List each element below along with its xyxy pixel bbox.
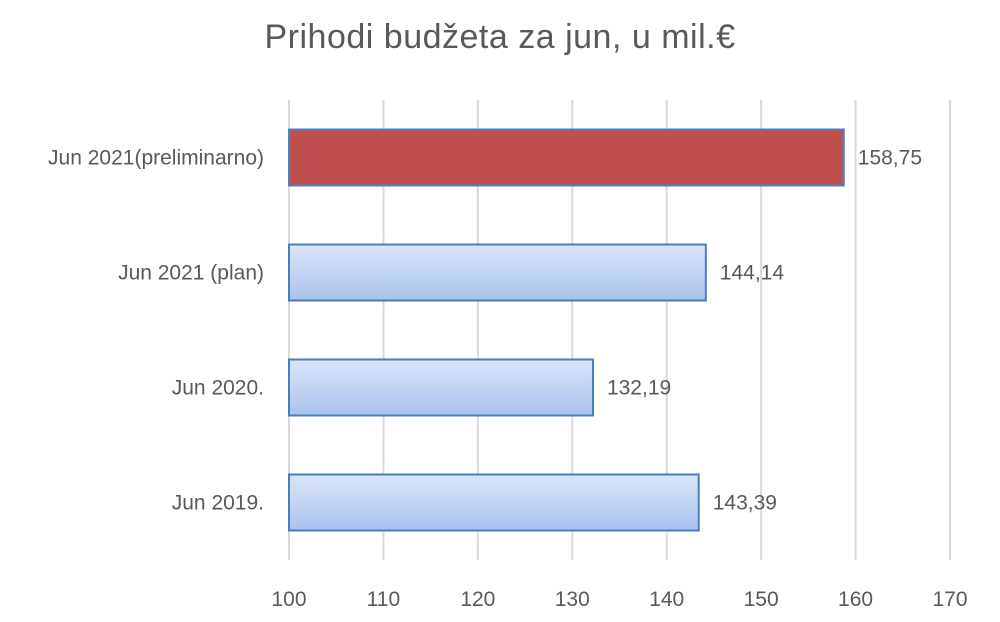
data-label: 143,39	[713, 492, 777, 515]
x-tick-label: 170	[932, 588, 967, 611]
category-label: Jun 2020.	[172, 377, 264, 400]
data-label: 144,14	[720, 262, 785, 285]
data-label: 132,19	[607, 377, 671, 400]
bar-1	[288, 243, 707, 302]
category-label: Jun 2021 (plan)	[118, 262, 264, 285]
x-tick-label: 100	[271, 588, 306, 611]
category-label: Jun 2019.	[172, 492, 264, 515]
bars	[288, 128, 845, 532]
x-tick-label: 130	[555, 588, 590, 611]
x-tick-label: 160	[838, 588, 873, 611]
labels: 100 110 120 130 140 150 160 170 Jun 2021(prelimi…	[48, 147, 967, 612]
x-tick-label: 110	[367, 588, 400, 611]
bar-2	[288, 358, 594, 417]
bar-3	[288, 473, 700, 532]
bar-0	[288, 128, 845, 187]
x-tick-label: 150	[744, 588, 779, 611]
x-tick-label: 120	[460, 588, 495, 611]
data-label: 158,75	[858, 147, 922, 170]
chart-title: Prihodi budžeta za jun, u mil.€	[264, 18, 736, 56]
category-label: Jun 2021(preliminarno)	[48, 147, 264, 170]
x-tick-label: 140	[649, 588, 684, 611]
